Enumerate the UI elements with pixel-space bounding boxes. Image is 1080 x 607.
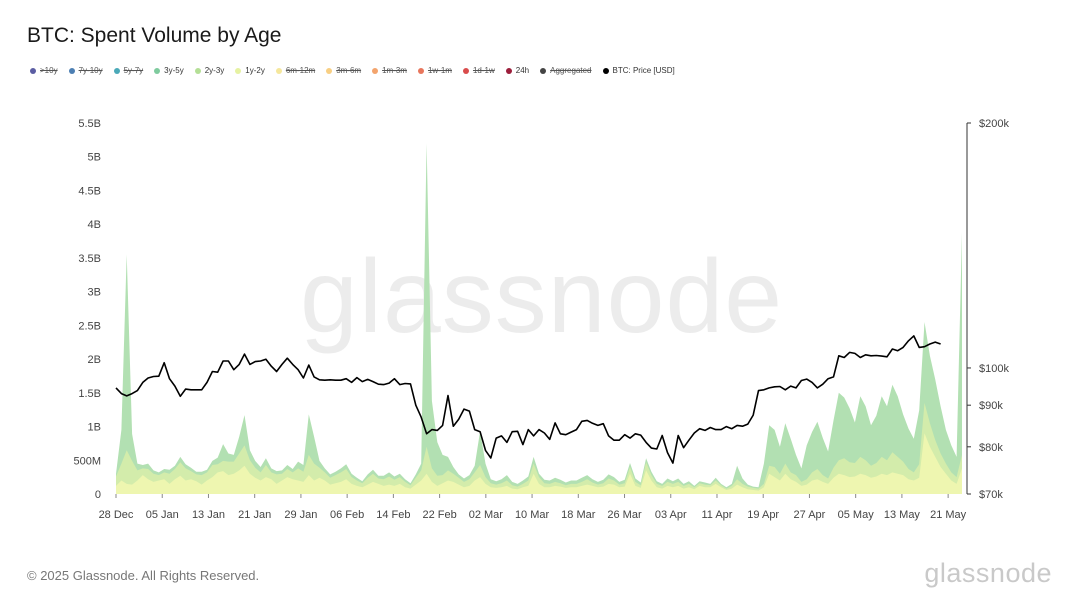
legend-swatch bbox=[113, 67, 120, 74]
legend-label: 24h bbox=[515, 66, 530, 75]
legend-item[interactable]: 6m-12m bbox=[275, 66, 316, 75]
y-left-tick-label: 500M bbox=[73, 455, 101, 467]
legend-item[interactable]: 2y-3y bbox=[194, 66, 225, 75]
y-left-tick-label: 2B bbox=[88, 354, 101, 366]
legend-swatch bbox=[235, 67, 242, 74]
legend-swatch bbox=[602, 67, 609, 74]
legend-swatch bbox=[505, 67, 512, 74]
legend-item[interactable]: 1d-1w bbox=[462, 66, 495, 75]
legend-label: 7y-10y bbox=[78, 66, 103, 75]
x-tick-label: 19 Apr bbox=[747, 509, 779, 521]
y-left-tick-label: 3B bbox=[88, 287, 101, 299]
legend-label: >10y bbox=[40, 66, 58, 75]
legend-label: 1y-2y bbox=[245, 66, 265, 75]
legend-item[interactable]: 24h bbox=[505, 66, 530, 75]
legend-item[interactable]: BTC: Price [USD] bbox=[602, 66, 675, 75]
legend-swatch bbox=[540, 67, 547, 74]
x-tick-label: 13 Jan bbox=[192, 509, 225, 521]
legend-item[interactable]: 1m-3m bbox=[372, 66, 407, 75]
x-tick-label: 18 Mar bbox=[561, 509, 596, 521]
x-tick-label: 21 May bbox=[930, 509, 967, 521]
legend-swatch bbox=[275, 67, 282, 74]
x-tick-label: 11 Apr bbox=[701, 509, 732, 521]
legend-swatch bbox=[194, 67, 201, 74]
legend-label: 1w-1m bbox=[427, 66, 452, 75]
y-left-tick-label: 1.5B bbox=[78, 388, 101, 400]
legend-swatch bbox=[154, 67, 161, 74]
legend-item[interactable]: 5y-7y bbox=[113, 66, 144, 75]
legend-swatch bbox=[326, 67, 333, 74]
y-right-tick-label: $80k bbox=[979, 442, 1003, 454]
legend-swatch bbox=[462, 67, 469, 74]
legend-item[interactable]: 3y-5y bbox=[154, 66, 184, 75]
x-tick-label: 27 Apr bbox=[794, 509, 826, 521]
y-left-tick-label: 2.5B bbox=[78, 320, 101, 332]
legend-label: 2y-3y bbox=[204, 66, 225, 75]
area-series-3y-5y bbox=[116, 143, 962, 494]
legend-item[interactable]: 1w-1m bbox=[417, 66, 452, 75]
legend-item[interactable]: 3m-6m bbox=[326, 66, 361, 75]
legend-label: Aggregated bbox=[550, 66, 592, 75]
y-left-tick-label: 5B bbox=[88, 152, 101, 164]
legend-item[interactable]: >10y bbox=[30, 66, 58, 75]
legend-swatch bbox=[30, 67, 36, 74]
legend-label: 1d-1w bbox=[472, 66, 495, 75]
y-right-tick-label: $200k bbox=[979, 118, 1009, 130]
x-tick-label: 26 Mar bbox=[607, 509, 642, 521]
x-tick-label: 13 May bbox=[884, 509, 921, 521]
legend-label: 6m-12m bbox=[285, 66, 316, 75]
price-line bbox=[115, 335, 941, 464]
y-left-tick-label: 3.5B bbox=[78, 253, 101, 265]
copyright-text: © 2025 Glassnode. All Rights Reserved. bbox=[27, 568, 260, 583]
legend-swatch bbox=[372, 67, 379, 74]
x-tick-label: 03 Apr bbox=[655, 509, 687, 521]
x-tick-label: 10 Mar bbox=[515, 509, 550, 521]
legend-item[interactable]: 7y-10y bbox=[68, 66, 103, 75]
x-tick-label: 29 Jan bbox=[284, 509, 317, 521]
legend-swatch bbox=[68, 67, 75, 74]
legend-swatch bbox=[417, 67, 424, 74]
y-left-tick-label: 5.5B bbox=[78, 118, 101, 130]
x-tick-label: 14 Feb bbox=[376, 509, 410, 521]
chart-legend: >10y 7y-10y 5y-7y 3y-5y 2y-3y 1y-2y 6m-12m 3m-6… bbox=[30, 66, 686, 75]
legend-label: 3m-6m bbox=[336, 66, 362, 75]
legend-label: BTC: Price [USD] bbox=[612, 66, 675, 75]
x-tick-label: 21 Jan bbox=[238, 509, 271, 521]
glassnode-logo: glassnode bbox=[924, 558, 1052, 588]
x-tick-label: 02 Mar bbox=[469, 509, 504, 521]
x-tick-label: 05 Jan bbox=[146, 509, 179, 521]
y-left-tick-label: 1B bbox=[88, 422, 101, 434]
y-left-tick-label: 4B bbox=[88, 219, 101, 231]
legend-item[interactable]: Aggregated bbox=[540, 66, 592, 75]
chart-title: BTC: Spent Volume by Age bbox=[27, 24, 282, 47]
legend-label: 5y-7y bbox=[123, 66, 144, 75]
legend-label: 1m-3m bbox=[382, 66, 407, 75]
x-tick-label: 05 May bbox=[838, 509, 875, 521]
y-left-tick-label: 0 bbox=[95, 489, 101, 501]
legend-label: 3y-5y bbox=[164, 66, 184, 75]
area-series-1y-2y bbox=[116, 433, 962, 494]
y-right-tick-label: $70k bbox=[979, 489, 1003, 501]
x-tick-label: 22 Feb bbox=[422, 509, 456, 521]
x-tick-label: 28 Dec bbox=[99, 509, 134, 521]
y-left-tick-label: 4.5B bbox=[78, 185, 101, 197]
x-tick-label: 06 Feb bbox=[330, 509, 364, 521]
y-right-tick-label: $100k bbox=[979, 363, 1009, 375]
y-right-tick-label: $90k bbox=[979, 400, 1003, 412]
legend-item[interactable]: 1y-2y bbox=[235, 66, 265, 75]
